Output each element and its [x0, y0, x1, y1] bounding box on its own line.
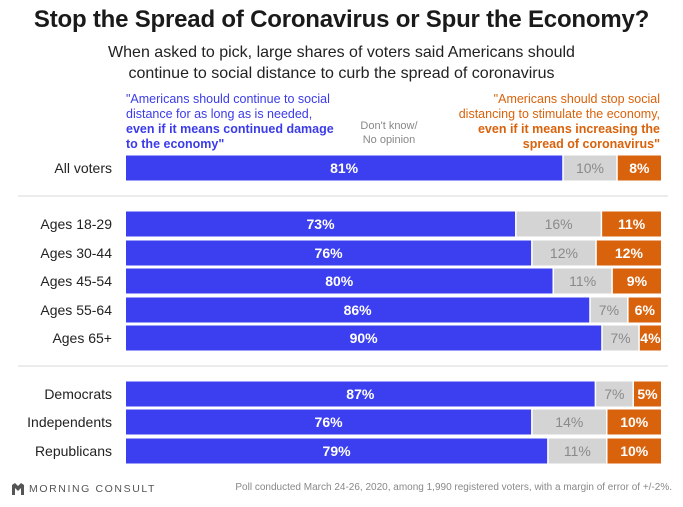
bar-stop-ages-30-44 [596, 240, 661, 266]
value-label-distance-ages-18-29: 73% [307, 216, 336, 232]
value-label-distance-ages-45-54: 80% [325, 273, 354, 289]
chart-title: Stop the Spread of Coronavirus or Spur t… [33, 6, 650, 33]
value-label-stop-ages-30-44: 12% [615, 245, 644, 261]
subtitle-line-2: continue to social distance to curb the … [128, 65, 555, 82]
bar-dontknow-democrats [596, 381, 633, 407]
category-label-independents: Independents [27, 414, 112, 430]
bar-distance-ages-45-54 [126, 268, 553, 294]
bar-dontknow-ages-55-64 [590, 297, 628, 323]
category-label-all-voters: All voters [54, 160, 112, 176]
chart-subtitle: When asked to pick, large shares of vote… [60, 42, 623, 84]
value-label-stop-ages-65-: 4% [640, 330, 661, 346]
legend-distance-regular: "Americans should continue to social dis… [126, 92, 330, 121]
bar-dontknow-republicans [548, 438, 606, 464]
value-label-distance-independents: 76% [315, 414, 344, 430]
category-label-republicans: Republicans [35, 443, 112, 459]
bar-dontknow-ages-30-44 [532, 240, 596, 266]
legend-dontknow-line-2: No opinion [362, 134, 416, 146]
value-label-distance-ages-55-64: 86% [344, 302, 373, 318]
value-label-stop-democrats: 5% [637, 386, 658, 402]
value-label-distance-ages-30-44: 76% [315, 245, 344, 261]
bar-stop-republicans [607, 438, 661, 464]
legend-distance-bold: even if it means continued damage to the… [126, 122, 334, 151]
legend-stop-regular: "Americans should stop social distancing… [458, 92, 660, 121]
subtitle-line-1: When asked to pick, large shares of vote… [108, 44, 575, 61]
legend-distance: "Americans should continue to social dis… [126, 92, 336, 152]
morning-consult-logo-icon [12, 483, 24, 495]
legend-dontknow-line-1: Don't know/ [360, 120, 418, 132]
legend-stop-bold: even if it means increasing the spread o… [477, 122, 660, 151]
value-label-dontknow-ages-45-54: 11% [569, 273, 596, 289]
bar-stop-ages-65- [639, 325, 661, 351]
value-label-dontknow-republicans: 11% [564, 443, 591, 459]
bar-stop-all-voters [617, 155, 661, 181]
legend-dontknow: Don't know/ No opinion [349, 119, 429, 147]
bar-distance-ages-18-29 [126, 211, 516, 237]
value-label-dontknow-independents: 14% [555, 414, 583, 430]
bar-distance-all-voters [126, 155, 563, 181]
value-label-distance-ages-65-: 90% [350, 330, 379, 346]
value-label-dontknow-ages-30-44: 12% [550, 245, 578, 261]
value-label-stop-independents: 10% [620, 414, 649, 430]
value-label-stop-republicans: 10% [620, 443, 649, 459]
bar-dontknow-ages-45-54 [554, 268, 612, 294]
value-label-dontknow-all-voters: 10% [576, 160, 604, 176]
bar-dontknow-all-voters [563, 155, 617, 181]
bar-distance-independents [126, 409, 532, 435]
bar-stop-democrats [633, 381, 661, 407]
value-label-stop-ages-45-54: 9% [627, 273, 648, 289]
value-label-dontknow-ages-55-64: 7% [599, 302, 619, 318]
bar-distance-ages-65- [126, 325, 602, 351]
value-label-distance-democrats: 87% [346, 386, 375, 402]
bar-distance-ages-55-64 [126, 297, 590, 323]
category-label-ages-45-54: Ages 45-54 [40, 273, 112, 289]
bar-stop-independents [607, 409, 661, 435]
value-label-stop-all-voters: 8% [629, 160, 650, 176]
bar-dontknow-ages-18-29 [516, 211, 601, 237]
bar-distance-republicans [126, 438, 548, 464]
value-label-distance-republicans: 79% [323, 443, 352, 459]
value-label-stop-ages-55-64: 6% [635, 302, 656, 318]
bar-stop-ages-18-29 [602, 211, 661, 237]
bar-distance-ages-30-44 [126, 240, 532, 266]
value-label-dontknow-ages-18-29: 16% [545, 216, 573, 232]
bar-dontknow-independents [532, 409, 606, 435]
category-label-ages-55-64: Ages 55-64 [40, 302, 112, 318]
footer-note: Poll conducted March 24-26, 2020, among … [235, 482, 672, 493]
bar-distance-democrats [126, 381, 595, 407]
value-label-dontknow-ages-65-: 7% [610, 330, 630, 346]
bar-stop-ages-55-64 [628, 297, 661, 323]
category-label-ages-30-44: Ages 30-44 [40, 245, 112, 261]
brand-name: MORNING CONSULT [29, 483, 157, 495]
value-label-stop-ages-18-29: 11% [618, 216, 646, 232]
value-label-distance-all-voters: 81% [330, 160, 359, 176]
category-label-democrats: Democrats [44, 386, 112, 402]
category-label-ages-65-: Ages 65+ [52, 330, 112, 346]
category-label-ages-18-29: Ages 18-29 [40, 216, 112, 232]
value-label-dontknow-democrats: 7% [604, 386, 624, 402]
legend-stop: "Americans should stop social distancing… [445, 92, 660, 152]
brand: MORNING CONSULT [12, 483, 156, 495]
bar-dontknow-ages-65- [602, 325, 639, 351]
bar-stop-ages-45-54 [612, 268, 661, 294]
